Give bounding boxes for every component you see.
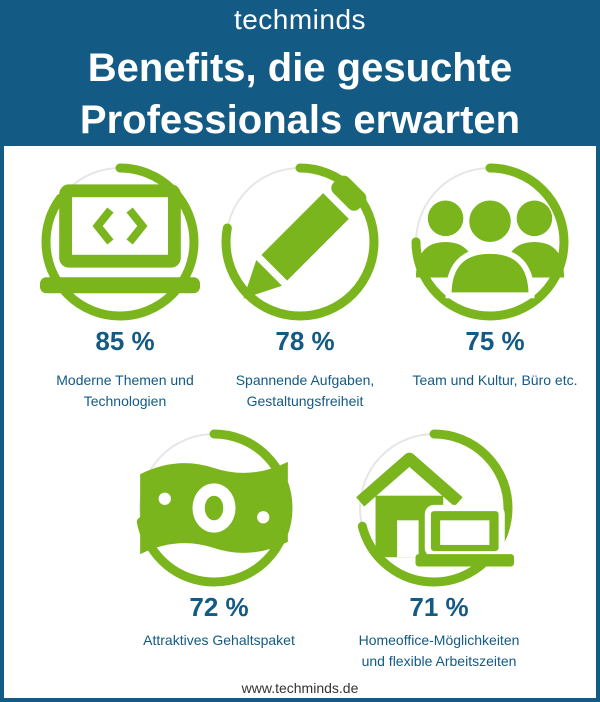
page-title: Benefits, die gesuchte Professionals erw… bbox=[0, 42, 600, 146]
item-label-line: Gestaltungsfreiheit bbox=[246, 393, 364, 409]
value-label: 72 % bbox=[189, 592, 249, 622]
value-label: 85 % bbox=[95, 326, 155, 356]
ring-chart-item-2 bbox=[220, 162, 380, 322]
value-label: 75 % bbox=[465, 326, 525, 356]
home-office-icon bbox=[354, 428, 514, 588]
laptop-code-icon bbox=[40, 162, 200, 322]
ring-svg bbox=[135, 429, 293, 587]
item-label-line: Technologien bbox=[83, 393, 167, 409]
title-line: Professionals erwarten bbox=[79, 98, 521, 142]
item-label-line: und flexible Arbeitszeiten bbox=[361, 653, 517, 669]
ring-arc bbox=[41, 163, 199, 321]
team-icon bbox=[410, 162, 570, 322]
value-label: 71 % bbox=[409, 592, 469, 622]
item-label: Homeoffice-Möglichkeiten und flexible Ar… bbox=[339, 630, 539, 672]
ring-svg bbox=[221, 163, 379, 321]
item-label: Team und Kultur, Büro etc. bbox=[395, 370, 595, 391]
item-label: Spannende Aufgaben, Gestaltungsfreiheit bbox=[205, 370, 405, 412]
ring-arc bbox=[355, 429, 513, 587]
ring-svg bbox=[41, 163, 199, 321]
ring-svg bbox=[411, 163, 569, 321]
money-bill-icon bbox=[134, 428, 294, 588]
logo: techminds bbox=[233, 4, 367, 35]
item-label-line: Homeoffice-Möglichkeiten bbox=[358, 632, 520, 648]
header-banner: techminds Benefits, die gesuchte Profess… bbox=[0, 0, 600, 146]
website-url: www.techminds.de bbox=[241, 680, 359, 696]
item-label-line: Team und Kultur, Büro etc. bbox=[412, 372, 578, 388]
pencil-icon bbox=[220, 162, 380, 322]
item-label: Moderne Themen und Technologien bbox=[25, 370, 225, 412]
value-label: 78 % bbox=[275, 326, 335, 356]
item-label-line: Moderne Themen und bbox=[56, 372, 194, 388]
title-line: Benefits, die gesuchte bbox=[87, 46, 513, 90]
item-label-line: Spannende Aufgaben, bbox=[235, 372, 375, 388]
ring-chart-item-4 bbox=[134, 428, 294, 588]
item-label-line: Attraktives Gehaltspaket bbox=[143, 632, 295, 648]
item-label: Attraktives Gehaltspaket bbox=[119, 630, 319, 651]
ring-chart-item-5 bbox=[354, 428, 514, 588]
ring-svg bbox=[355, 429, 513, 587]
ring-arc bbox=[411, 163, 569, 321]
ring-arc bbox=[221, 163, 379, 321]
ring-arc bbox=[135, 429, 293, 587]
ring-chart-item-3 bbox=[410, 162, 570, 322]
ring-chart-item-1 bbox=[40, 162, 200, 322]
